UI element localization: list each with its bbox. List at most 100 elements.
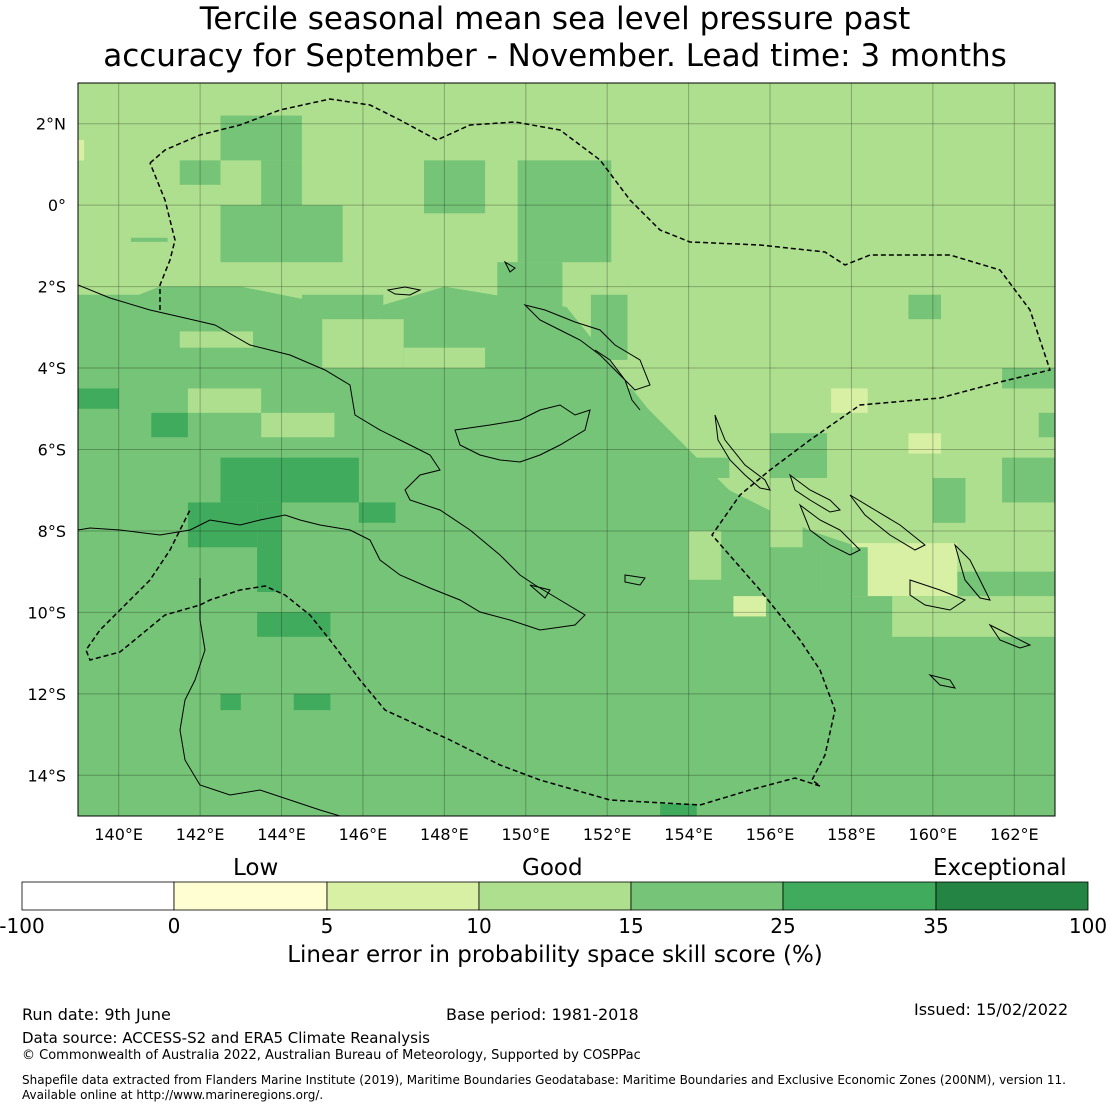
skill-cell [220, 693, 241, 711]
colorbar-segment [326, 881, 480, 911]
skill-cell [892, 596, 1055, 637]
latitude-label: 2°N [36, 115, 66, 134]
longitude-label: 158°E [827, 825, 876, 844]
skill-cell [78, 294, 168, 360]
colorbar-tick: 0 [167, 914, 181, 938]
skill-cell [831, 388, 868, 413]
latitude-label: 8°S [38, 522, 66, 541]
skill-cell [187, 502, 258, 548]
colorbar-tick: 10 [466, 914, 492, 938]
coastlines [78, 260, 1032, 816]
skill-cell [1002, 457, 1055, 503]
latitude-label: 6°S [38, 441, 66, 460]
longitude-label: 152°E [583, 825, 632, 844]
skill-cell [688, 530, 722, 580]
colorbar-tick: -100 [0, 914, 45, 938]
longitude-label: 150°E [501, 825, 550, 844]
eez-boundaries [85, 98, 1051, 806]
colorbar-segment [173, 881, 328, 911]
data-source: Data source: ACCESS-S2 and ERA5 Climate … [22, 1029, 430, 1047]
colorbar-tick: 100 [1068, 914, 1108, 938]
colorbar-label: Linear error in probability space skill … [287, 942, 823, 968]
skill-cell [220, 457, 359, 503]
latitude-label: 2°S [38, 278, 66, 297]
copyright: © Commonwealth of Australia 2022, Austra… [22, 1048, 641, 1063]
colorbar-segment [935, 881, 1089, 911]
colorbar [21, 881, 1089, 911]
skill-cell [497, 262, 563, 348]
skill-cell [261, 160, 302, 206]
base-period: Base period: 1981-2018 [446, 1005, 639, 1024]
skill-cell [301, 294, 384, 320]
latitude-label: 12°S [27, 685, 66, 704]
latitude-label: 14°S [27, 766, 66, 785]
skill-cell [179, 331, 254, 348]
category-low: Low [233, 855, 279, 881]
colorbar-segment [21, 881, 175, 911]
skill-cell [257, 612, 331, 637]
skill-cell [220, 115, 302, 161]
issued-date: Issued: 15/02/2022 [914, 1000, 1069, 1019]
colorbar-segment [478, 881, 632, 911]
colorbar-segment [630, 881, 784, 911]
longitude-label: 148°E [420, 825, 469, 844]
map-frame [77, 82, 1056, 817]
skill-cell [1038, 412, 1055, 438]
skill-cell [590, 294, 628, 360]
skill-cell [733, 596, 766, 617]
skill-cell [770, 433, 828, 479]
colorbar-tick: 15 [618, 914, 644, 938]
shapefile-credit-line-1: Shapefile data extracted from Flanders M… [22, 1073, 1066, 1087]
latitude-label: 10°S [27, 603, 66, 622]
skill-cell [908, 294, 942, 320]
shapefile-credit-line-2: Available online at http://www.marinereg… [22, 1088, 324, 1102]
category-good: Good [522, 855, 583, 881]
longitude-label: 140°E [94, 825, 143, 844]
skill-cell [818, 547, 868, 597]
colorbar-tick: 25 [770, 914, 796, 938]
skill-cell [403, 347, 486, 369]
colorbar-tick: 5 [320, 914, 334, 938]
skill-cell [257, 502, 282, 593]
colorbar-tick: 35 [923, 914, 949, 938]
skill-cell [261, 412, 335, 438]
skill-cell [517, 160, 612, 263]
map-gridlines [78, 83, 1055, 816]
skill-score-grid [78, 83, 1055, 816]
longitude-label: 154°E [664, 825, 713, 844]
skill-cell [851, 543, 958, 597]
skill-cell [770, 502, 803, 548]
skill-cell [688, 457, 730, 479]
skill-cell [78, 388, 119, 409]
category-exceptional: Exceptional [933, 855, 1067, 881]
skill-cell [130, 237, 168, 242]
skill-cell [78, 140, 85, 161]
run-date: Run date: 9th June [22, 1005, 171, 1024]
skill-cell [660, 803, 697, 816]
latitude-label: 0° [48, 196, 66, 215]
skill-cell [179, 160, 221, 185]
longitude-label: 142°E [176, 825, 225, 844]
map-title-line-2: accuracy for September - November. Lead … [103, 38, 1007, 74]
skill-cell [358, 502, 396, 523]
longitude-tick-labels: 140°E 142°E 144°E 146°E 148°E 150°E 152°E 154°E… [94, 825, 1038, 844]
longitude-label: 146°E [339, 825, 388, 844]
skill-cell [424, 160, 486, 214]
skill-cell [1002, 368, 1055, 389]
skill-cell [627, 262, 648, 389]
skill-cell [187, 388, 262, 413]
skill-cell [932, 478, 966, 523]
longitude-label: 156°E [746, 825, 795, 844]
map-title-line-1: Tercile seasonal mean sea level pressure… [199, 1, 911, 37]
skill-cell [220, 205, 343, 263]
latitude-tick-labels: 2°N 0° 2°S 4°S 6°S 8°S 10°S 12°S 14°S [27, 115, 66, 786]
longitude-label: 162°E [990, 825, 1039, 844]
skill-cell [151, 412, 188, 438]
skill-cell [908, 433, 942, 454]
skill-cell [322, 319, 404, 369]
latitude-label: 4°S [38, 359, 66, 378]
skill-cell [293, 693, 331, 711]
longitude-label: 144°E [257, 825, 306, 844]
colorbar-segment [782, 881, 937, 911]
